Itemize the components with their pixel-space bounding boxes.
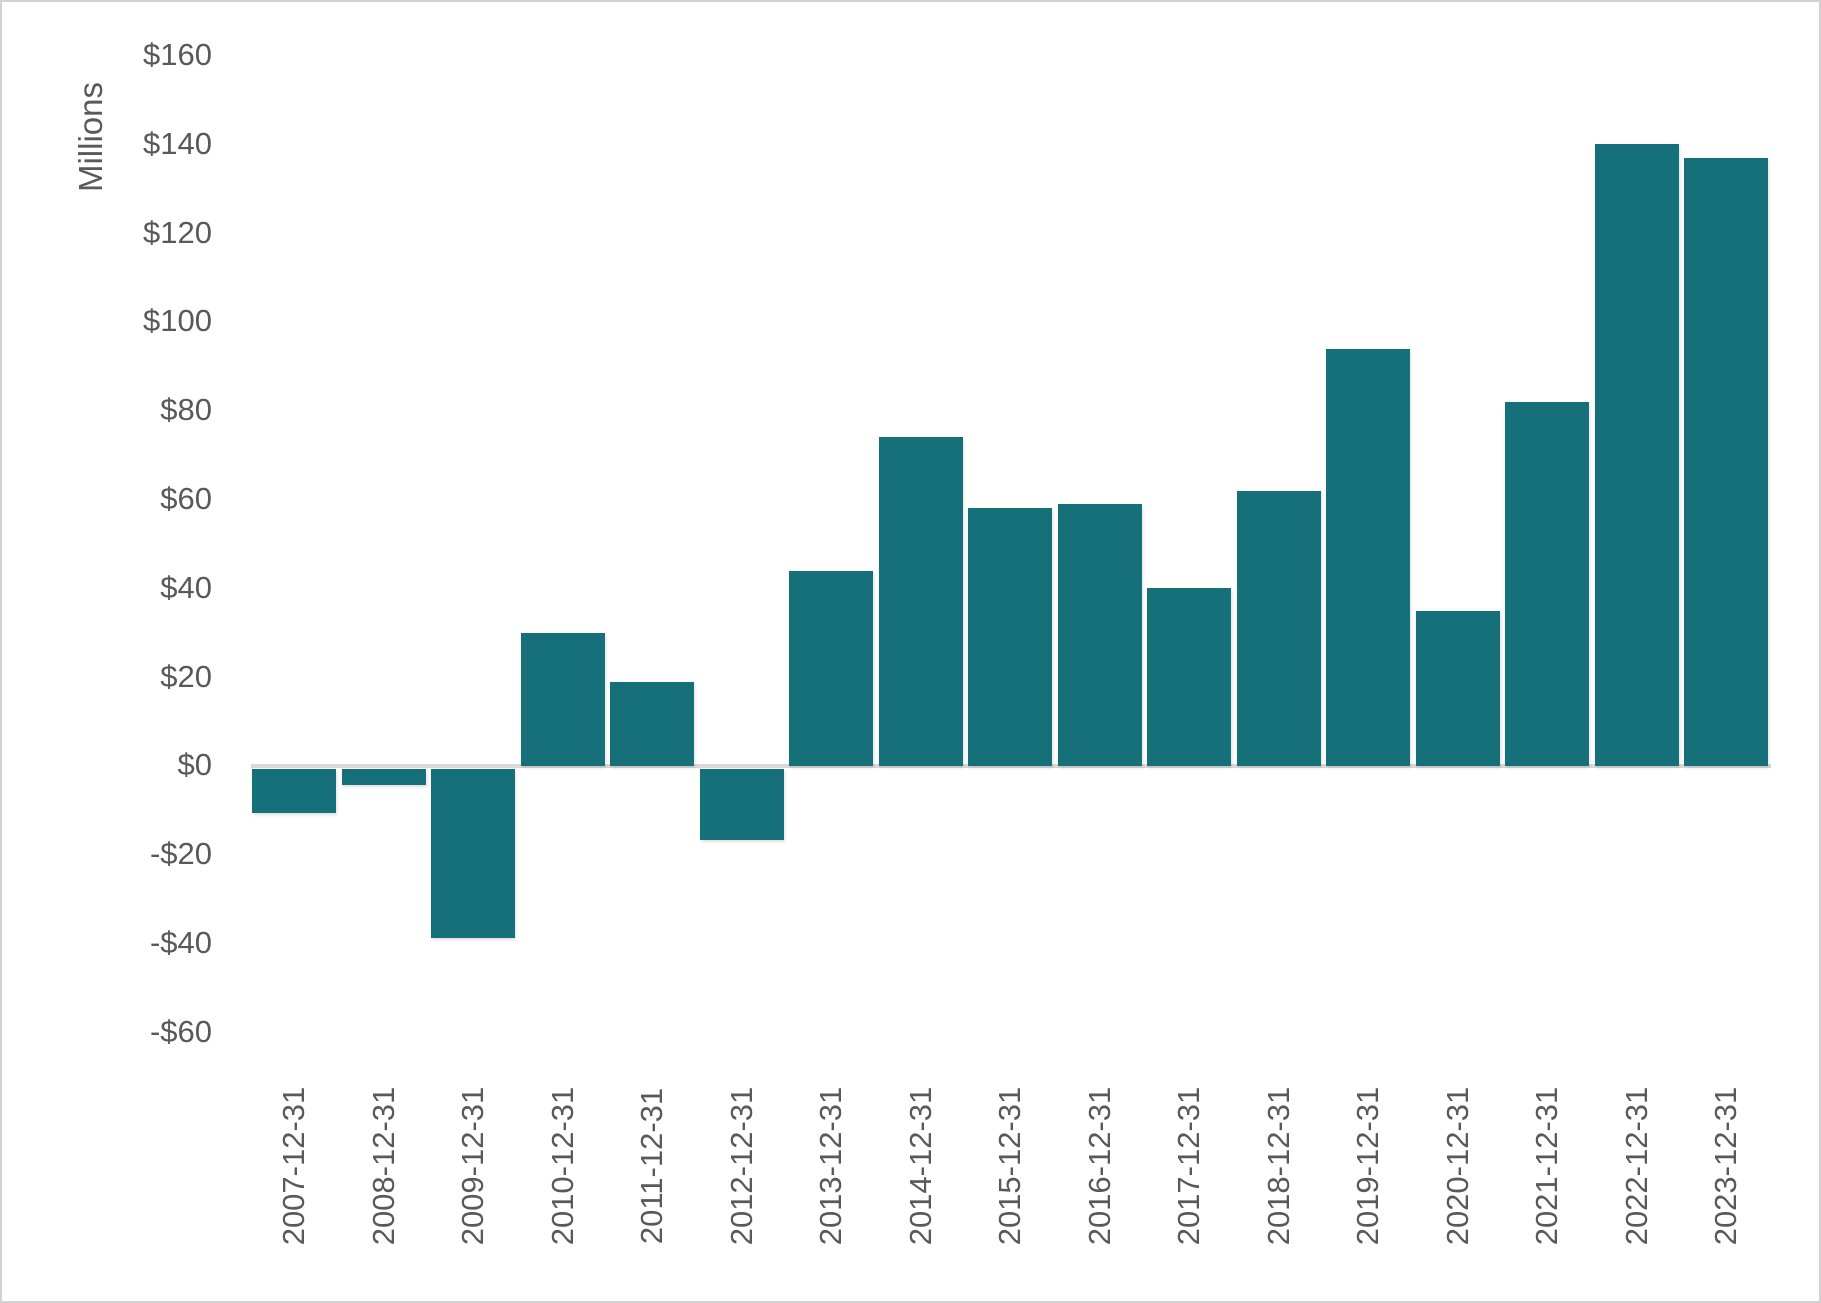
- bar-2017-12-31: [1147, 588, 1231, 766]
- x-tick-label: 2017-12-31: [1171, 1086, 1206, 1246]
- x-tick-label: 2009-12-31: [455, 1086, 490, 1246]
- x-tick-label: 2018-12-31: [1260, 1086, 1296, 1246]
- x-tick-label: 2012-12-31: [723, 1086, 759, 1246]
- bar-2016-12-31: [1057, 504, 1142, 766]
- bar-2021-12-31: [1505, 401, 1589, 766]
- y-tick-label: -$40: [149, 925, 212, 960]
- bar-2008-12-31: [341, 769, 426, 785]
- x-tick-label: 2011-12-31: [634, 1087, 669, 1245]
- x-tick-label: 2016-12-31: [1081, 1086, 1117, 1246]
- bar-2020-12-31: [1415, 610, 1500, 766]
- bar-2022-12-31: [1594, 144, 1679, 766]
- x-tick-label: 2019-12-31: [1350, 1086, 1385, 1246]
- x-tick-label: 2013-12-31: [813, 1086, 848, 1246]
- bar-2007-12-31: [252, 769, 336, 814]
- y-tick-label: $40: [160, 569, 212, 605]
- bar-2019-12-31: [1326, 348, 1410, 766]
- x-tick-label: 2015-12-31: [992, 1086, 1027, 1246]
- y-tick-label: $120: [143, 214, 212, 250]
- bar-2013-12-31: [789, 570, 873, 766]
- y-tick-label: $20: [160, 658, 212, 694]
- y-tick-label: -$20: [149, 836, 212, 872]
- x-tick-label: 2014-12-31: [902, 1086, 938, 1246]
- x-tick-label: 2022-12-31: [1618, 1086, 1654, 1246]
- x-tick-label: 2023-12-31: [1708, 1086, 1743, 1246]
- y-tick-label: $0: [177, 747, 212, 783]
- bar-2011-12-31: [610, 681, 694, 766]
- y-tick-label: $100: [143, 303, 212, 339]
- bar-2012-12-31: [699, 769, 784, 841]
- y-tick-label: $160: [143, 37, 212, 72]
- x-tick-label: 2007-12-31: [276, 1086, 311, 1246]
- zero-axis-line: [251, 764, 1771, 768]
- x-tick-label: 2020-12-31: [1439, 1086, 1475, 1246]
- y-tick-label: -$60: [149, 1013, 212, 1049]
- y-tick-label: $140: [143, 125, 212, 161]
- bar-2009-12-31: [431, 769, 515, 938]
- x-tick-label: 2021-12-31: [1529, 1086, 1564, 1246]
- bar-2014-12-31: [878, 437, 963, 766]
- bar-2018-12-31: [1236, 490, 1321, 766]
- y-tick-label: $60: [160, 481, 212, 516]
- bar-2015-12-31: [968, 508, 1052, 766]
- bar-2010-12-31: [520, 632, 605, 766]
- y-tick-label: $80: [160, 392, 212, 428]
- x-tick-label: 2008-12-31: [365, 1086, 401, 1246]
- x-tick-label: 2010-12-31: [544, 1086, 580, 1246]
- bar-2023-12-31: [1684, 157, 1768, 766]
